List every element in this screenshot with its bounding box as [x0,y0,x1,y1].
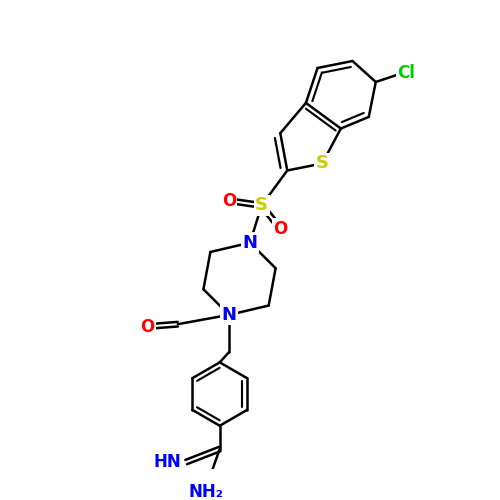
Text: S: S [316,154,328,172]
Text: N: N [242,234,258,252]
Text: O: O [273,220,287,238]
Text: N: N [222,306,236,324]
Text: Cl: Cl [397,64,415,82]
Text: NH₂: NH₂ [188,484,223,500]
Text: HN: HN [154,453,182,471]
Text: O: O [140,318,154,336]
Text: O: O [222,192,236,210]
Text: S: S [255,196,268,214]
